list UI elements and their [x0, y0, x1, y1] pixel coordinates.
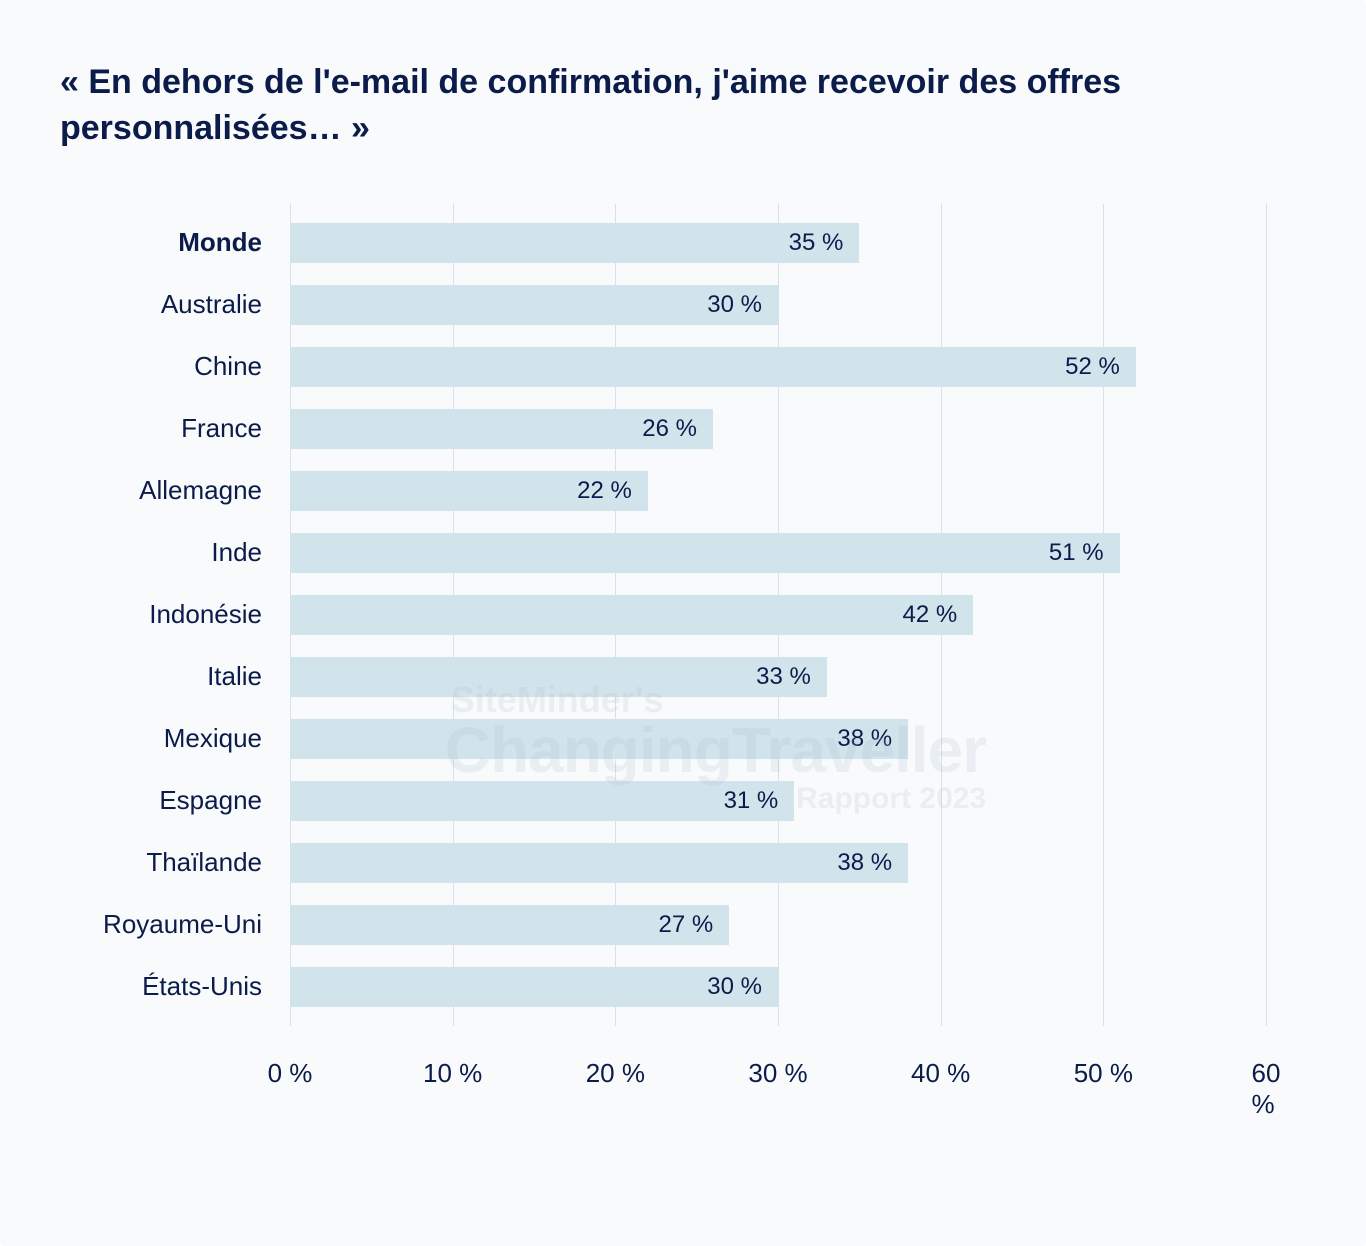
category-label: Allemagne [100, 475, 290, 506]
chart-area: Monde 35 % Australie 30 % Chine 52 % France 26 … [100, 212, 1266, 1098]
bar-row: Monde 35 % [100, 212, 1266, 274]
category-label: Australie [100, 289, 290, 320]
bar-row: France 26 % [100, 398, 1266, 460]
bar-track: 35 % [290, 223, 1266, 263]
bar-row: États-Unis 30 % [100, 956, 1266, 1018]
bar: 33 % [290, 657, 827, 697]
chart-title: « En dehors de l'e-mail de confirmation,… [60, 60, 1210, 152]
bar: 51 % [290, 533, 1120, 573]
bar-track: 31 % [290, 781, 1266, 821]
x-tick-label: 10 % [423, 1058, 482, 1089]
bar-track: 30 % [290, 967, 1266, 1007]
category-label: Espagne [100, 785, 290, 816]
category-label: Indonésie [100, 599, 290, 630]
bar-value: 26 % [642, 415, 697, 443]
bar-row: Thaïlande 38 % [100, 832, 1266, 894]
bar-row: Espagne 31 % [100, 770, 1266, 832]
category-label: Monde [100, 227, 290, 258]
bar: 42 % [290, 595, 973, 635]
bar-value: 30 % [707, 973, 762, 1001]
category-label: Royaume-Uni [100, 909, 290, 940]
category-label: Inde [100, 537, 290, 568]
category-label: États-Unis [100, 971, 290, 1002]
bar-value: 22 % [577, 477, 632, 505]
bar-row: Mexique 38 % [100, 708, 1266, 770]
bar-track: 30 % [290, 285, 1266, 325]
bar-row: Indonésie 42 % [100, 584, 1266, 646]
bar-track: 51 % [290, 533, 1266, 573]
bar-row: Inde 51 % [100, 522, 1266, 584]
category-label: Chine [100, 351, 290, 382]
category-label: Mexique [100, 723, 290, 754]
bar-value: 38 % [837, 725, 892, 753]
bar: 35 % [290, 223, 859, 263]
category-label: Italie [100, 661, 290, 692]
bar: 38 % [290, 719, 908, 759]
bar-value: 42 % [902, 601, 957, 629]
bar-value: 30 % [707, 291, 762, 319]
x-tick-label: 20 % [586, 1058, 645, 1089]
bar-track: 42 % [290, 595, 1266, 635]
bar-track: 52 % [290, 347, 1266, 387]
bar-row: Chine 52 % [100, 336, 1266, 398]
bar-value: 35 % [789, 229, 844, 257]
bar: 30 % [290, 967, 778, 1007]
bar-value: 27 % [658, 911, 713, 939]
x-axis: 0 %10 %20 %30 %40 %50 %60 % [290, 1058, 1266, 1098]
bar: 38 % [290, 843, 908, 883]
category-label: France [100, 413, 290, 444]
x-tick-label: 40 % [911, 1058, 970, 1089]
bar-value: 33 % [756, 663, 811, 691]
chart-card: « En dehors de l'e-mail de confirmation,… [0, 0, 1366, 1246]
bar-row: Australie 30 % [100, 274, 1266, 336]
bar-track: 27 % [290, 905, 1266, 945]
bar-track: 38 % [290, 719, 1266, 759]
bar-value: 38 % [837, 849, 892, 877]
bar: 52 % [290, 347, 1136, 387]
bar-track: 26 % [290, 409, 1266, 449]
category-label: Thaïlande [100, 847, 290, 878]
bar: 30 % [290, 285, 778, 325]
bar: 27 % [290, 905, 729, 945]
x-tick-label: 50 % [1074, 1058, 1133, 1089]
bar: 26 % [290, 409, 713, 449]
plot-area: Monde 35 % Australie 30 % Chine 52 % France 26 … [100, 212, 1266, 1018]
bar-track: 38 % [290, 843, 1266, 883]
x-tick-label: 0 % [268, 1058, 313, 1089]
x-tick-label: 30 % [748, 1058, 807, 1089]
bar-value: 51 % [1049, 539, 1104, 567]
bar-track: 22 % [290, 471, 1266, 511]
bar-track: 33 % [290, 657, 1266, 697]
bar: 31 % [290, 781, 794, 821]
bar-row: Royaume-Uni 27 % [100, 894, 1266, 956]
bar-value: 52 % [1065, 353, 1120, 381]
bar-row: Italie 33 % [100, 646, 1266, 708]
bar-row: Allemagne 22 % [100, 460, 1266, 522]
bar-value: 31 % [724, 787, 779, 815]
bar: 22 % [290, 471, 648, 511]
gridline [1266, 204, 1267, 1026]
x-tick-label: 60 % [1252, 1058, 1281, 1120]
